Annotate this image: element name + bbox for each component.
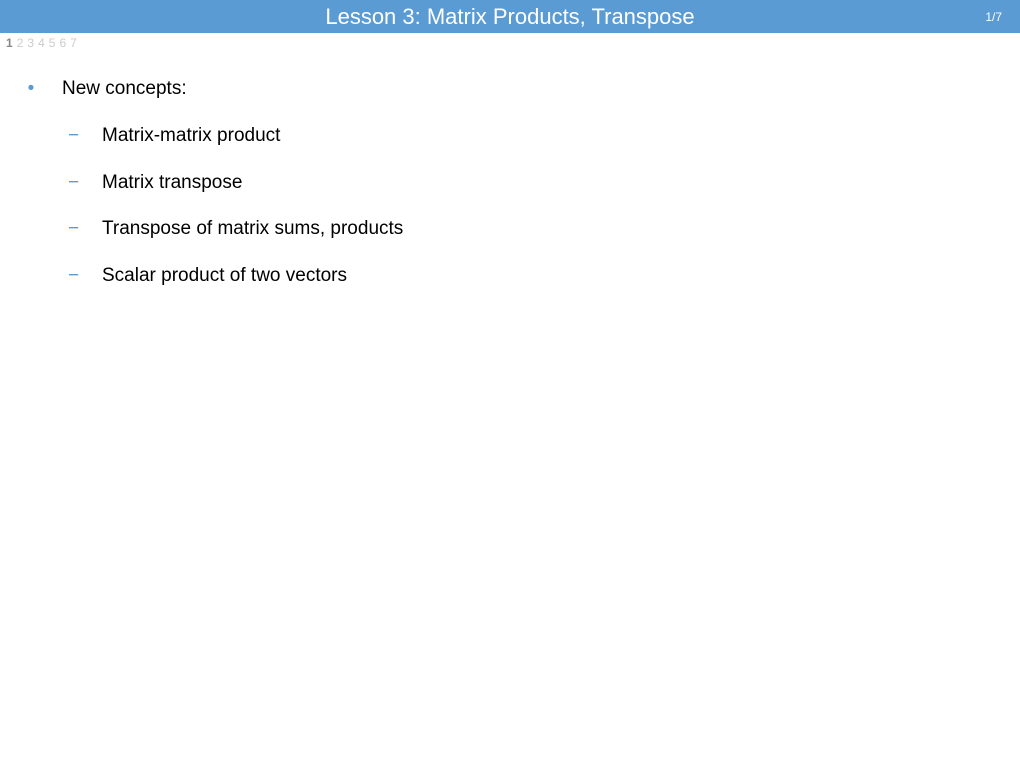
nav-page-6[interactable]: 6 bbox=[59, 36, 66, 50]
nav-page-5[interactable]: 5 bbox=[49, 36, 56, 50]
nav-page-4[interactable]: 4 bbox=[38, 36, 45, 50]
slide-header: Lesson 3: Matrix Products, Transpose 1/7 bbox=[0, 0, 1020, 33]
sub-item: − Matrix-matrix product bbox=[62, 125, 1020, 148]
bullet-dot-icon: • bbox=[0, 79, 62, 98]
sub-dash-icon: − bbox=[62, 126, 102, 145]
sub-dash-icon: − bbox=[62, 173, 102, 192]
sub-label: Matrix-matrix product bbox=[102, 125, 280, 148]
sub-label: Scalar product of two vectors bbox=[102, 265, 347, 288]
sub-label: Transpose of matrix sums, products bbox=[102, 218, 403, 241]
sub-list: − Matrix-matrix product − Matrix transpo… bbox=[0, 125, 1020, 288]
nav-page-2[interactable]: 2 bbox=[17, 36, 24, 50]
nav-page-3[interactable]: 3 bbox=[27, 36, 34, 50]
nav-page-1[interactable]: 1 bbox=[6, 36, 13, 50]
sub-item: − Scalar product of two vectors bbox=[62, 265, 1020, 288]
bullet-label: New concepts: bbox=[62, 78, 187, 101]
sub-item: − Transpose of matrix sums, products bbox=[62, 218, 1020, 241]
sub-label: Matrix transpose bbox=[102, 172, 242, 195]
bullet-item: • New concepts: bbox=[0, 78, 1020, 101]
nav-page-7[interactable]: 7 bbox=[70, 36, 77, 50]
sub-dash-icon: − bbox=[62, 266, 102, 285]
sub-item: − Matrix transpose bbox=[62, 172, 1020, 195]
page-nav: 1 2 3 4 5 6 7 bbox=[0, 33, 1020, 50]
sub-dash-icon: − bbox=[62, 219, 102, 238]
page-counter: 1/7 bbox=[985, 10, 1002, 24]
slide-content: • New concepts: − Matrix-matrix product … bbox=[0, 50, 1020, 288]
slide-title: Lesson 3: Matrix Products, Transpose bbox=[325, 4, 694, 30]
